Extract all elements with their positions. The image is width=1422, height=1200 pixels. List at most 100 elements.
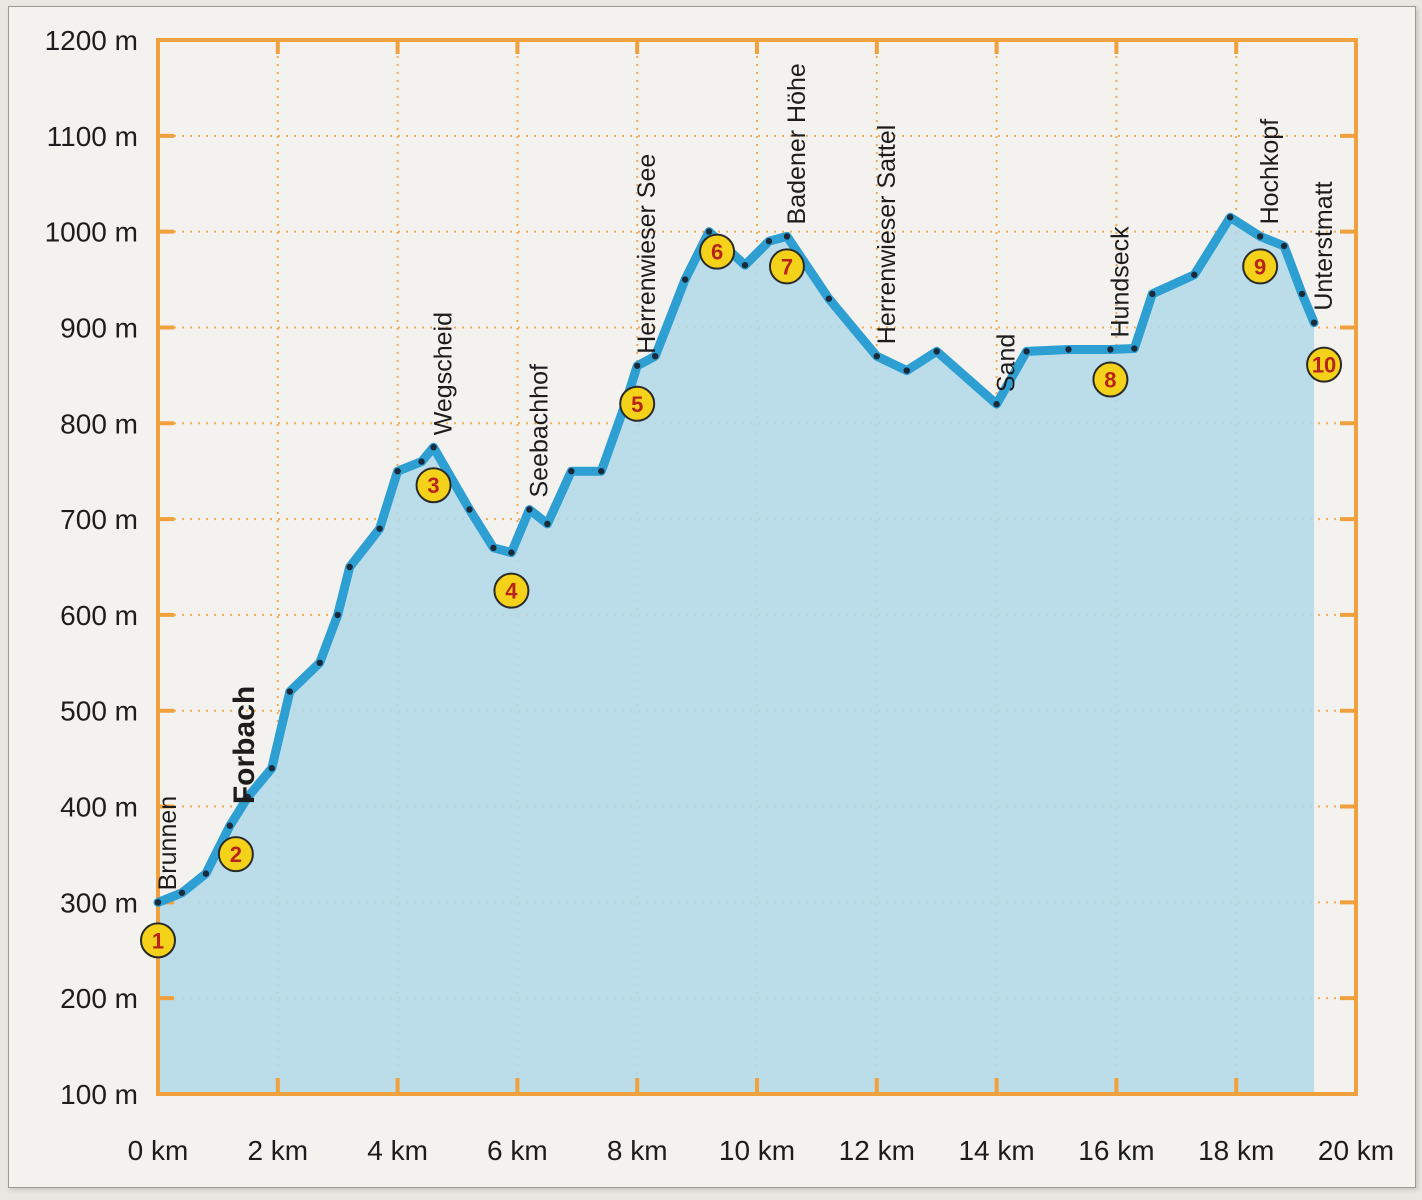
- place-label: Unterstmatt: [1310, 181, 1338, 310]
- profile-point: [178, 889, 186, 896]
- elevation-area: [158, 217, 1315, 1095]
- waypoint-number: 5: [631, 392, 643, 417]
- waypoint-marker: [1306, 346, 1343, 383]
- place-label: Herrenwieser Sattel: [873, 125, 901, 345]
- profile-point: [568, 467, 575, 475]
- profile-point: [825, 295, 833, 302]
- profile-point: [765, 238, 773, 245]
- waypoint-marker: [217, 836, 254, 873]
- place-label: Wegscheid: [430, 312, 458, 435]
- profile-point: [466, 506, 473, 513]
- profile-point: [783, 233, 791, 240]
- x-tick-label: 2 km: [247, 1135, 308, 1166]
- profile-point: [316, 659, 323, 667]
- y-tick-label: 800 m: [60, 408, 138, 439]
- profile-point: [598, 467, 605, 475]
- y-tick-label: 700 m: [60, 504, 138, 535]
- y-tick-label: 1100 m: [47, 121, 138, 152]
- profile-point: [993, 400, 1000, 408]
- profile-point: [544, 520, 551, 528]
- waypoint-marker: [1242, 248, 1279, 285]
- profile-point: [741, 261, 749, 269]
- place-label: Herrenwieser See: [633, 154, 661, 354]
- place-label: Hochkopf: [1256, 119, 1284, 225]
- profile-point: [244, 793, 252, 801]
- waypoint-number: 9: [1254, 254, 1266, 279]
- waypoint-number: 10: [1312, 353, 1336, 378]
- y-tick-label: 400 m: [60, 792, 138, 823]
- waypoint-marker: [493, 572, 530, 609]
- y-tick-label: 1200 m: [45, 25, 138, 56]
- waypoint-marker: [415, 467, 452, 504]
- waypoint-number: 6: [711, 240, 723, 265]
- profile-point: [1065, 346, 1072, 353]
- profile-point: [202, 870, 210, 877]
- y-tick-label: 600 m: [60, 600, 138, 631]
- profile-point: [430, 444, 437, 451]
- waypoint-number: 7: [781, 254, 793, 279]
- profile-point: [1131, 345, 1138, 352]
- profile-point: [1107, 346, 1114, 353]
- profile-point: [490, 544, 497, 552]
- x-tick-label: 14 km: [958, 1135, 1034, 1166]
- waypoint-number: 8: [1104, 367, 1116, 392]
- profile-point: [346, 563, 353, 571]
- profile-point: [1310, 319, 1318, 326]
- profile-point: [1256, 233, 1264, 240]
- profile-point: [681, 276, 689, 283]
- profile-point: [1191, 271, 1198, 278]
- y-tick-label: 100 m: [60, 1079, 138, 1110]
- profile-point: [1023, 348, 1030, 355]
- place-label: Sand: [993, 334, 1021, 392]
- profile-point: [376, 525, 383, 532]
- waypoint-marker: [140, 922, 176, 959]
- y-tick-label: 900 m: [60, 312, 138, 343]
- profile-point: [154, 899, 162, 906]
- waypoint-number: 1: [152, 928, 164, 953]
- profile-point: [933, 348, 940, 355]
- place-label: Forbach: [228, 686, 261, 804]
- profile-point: [268, 765, 276, 772]
- profile-point: [705, 228, 713, 235]
- x-tick-label: 18 km: [1198, 1135, 1274, 1166]
- x-tick-label: 10 km: [719, 1135, 795, 1166]
- y-tick-label: 1000 m: [45, 217, 138, 248]
- place-label: Seebachhof: [525, 364, 553, 498]
- waypoint-marker: [1092, 361, 1129, 398]
- x-tick-label: 20 km: [1318, 1135, 1394, 1166]
- profile-point: [1298, 290, 1306, 298]
- waypoint-number: 2: [230, 842, 242, 867]
- profile-point: [651, 353, 659, 360]
- profile-point: [1227, 214, 1234, 221]
- profile-point: [1149, 290, 1156, 298]
- profile-point: [226, 822, 234, 829]
- waypoint-marker: [768, 248, 805, 285]
- profile-point: [334, 611, 341, 619]
- profile-point: [418, 458, 425, 465]
- x-tick-label: 0 km: [128, 1135, 189, 1166]
- profile-point: [394, 467, 401, 475]
- x-tick-label: 4 km: [367, 1135, 428, 1166]
- x-tick-label: 16 km: [1078, 1135, 1154, 1166]
- place-label: Brunnen: [154, 796, 182, 891]
- waypoint-number: 3: [427, 473, 439, 498]
- waypoint-marker: [699, 233, 736, 270]
- y-tick-label: 500 m: [60, 696, 138, 727]
- profile-point: [634, 362, 641, 369]
- profile-point: [286, 688, 293, 695]
- x-tick-label: 8 km: [607, 1135, 668, 1166]
- y-tick-label: 200 m: [60, 983, 138, 1014]
- x-tick-label: 12 km: [839, 1135, 915, 1166]
- waypoint-marker: [619, 385, 656, 422]
- x-tick-label: 6 km: [487, 1135, 548, 1166]
- profile-point: [873, 353, 880, 360]
- profile-point: [903, 367, 910, 374]
- y-tick-label: 300 m: [60, 887, 138, 918]
- place-label: Hundseck: [1106, 226, 1134, 338]
- place-label: Badener Höhe: [783, 63, 811, 224]
- profile-point: [1280, 242, 1288, 250]
- waypoint-number: 4: [505, 579, 518, 604]
- profile-point: [508, 549, 515, 556]
- profile-point: [526, 506, 533, 513]
